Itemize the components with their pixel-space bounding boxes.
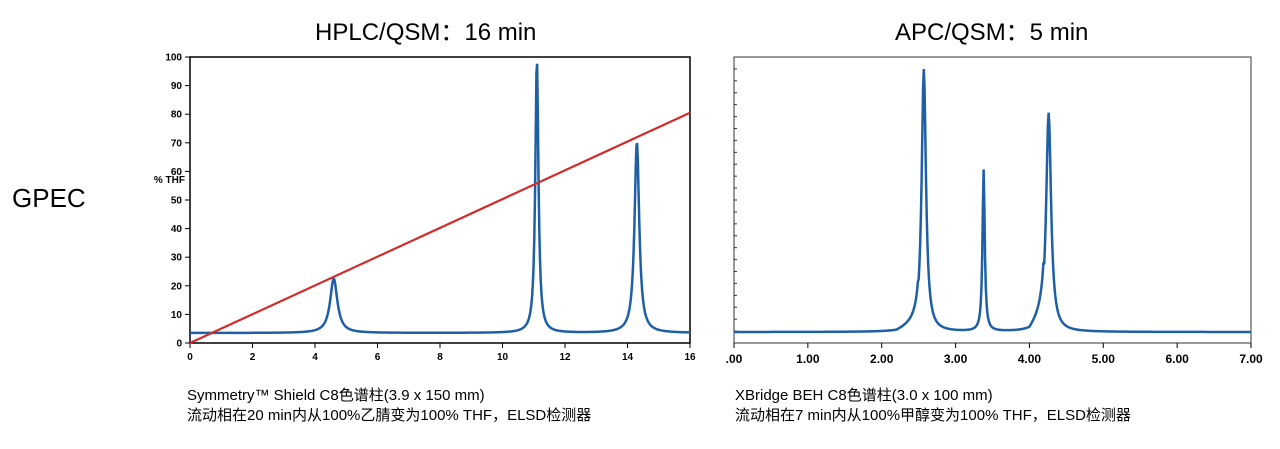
- x-tick-label: .00: [726, 352, 743, 366]
- y-tick-label: 20: [171, 281, 183, 292]
- left-caption-mobile-phase: 流动相在20 min内从100%乙腈变为100% THF，ELSD检测器: [187, 407, 592, 424]
- right-caption-column: XBridge BEH C8色谱柱(3.0 x 100 mm): [735, 387, 993, 404]
- x-tick-label: 7.00: [1239, 352, 1263, 366]
- y-tick-label: 80: [171, 110, 183, 121]
- x-tick-label: 6.00: [1165, 352, 1189, 366]
- x-tick-label: 1.00: [796, 352, 820, 366]
- right-chart-title: APC/QSM：5 min: [895, 19, 1089, 46]
- x-tick-label: 16: [684, 352, 696, 363]
- x-tick-label: 4.00: [1018, 352, 1042, 366]
- plot-frame: [189, 56, 691, 344]
- y-tick-label: 40: [171, 224, 183, 235]
- x-tick-label: 8: [437, 352, 443, 363]
- chromatogram-trace: [734, 68, 1251, 334]
- y-tick-label: 100: [165, 53, 182, 64]
- x-tick-label: 6: [375, 352, 381, 363]
- y-tick-label: 0: [176, 339, 182, 350]
- plot-frame: [733, 56, 1252, 344]
- y-axis-label: % THF: [154, 175, 185, 186]
- y-tick-label: 60: [171, 167, 183, 178]
- chromatogram-trace: [190, 63, 691, 335]
- y-tick-label: 30: [171, 253, 183, 264]
- left-caption-column: Symmetry™ Shield C8色谱柱(3.9 x 150 mm): [187, 387, 485, 404]
- x-tick-label: 2.00: [870, 352, 894, 366]
- y-tick-label: 10: [171, 310, 183, 321]
- right-chromatogram-chart: .00 1.00 2.00 3.00 4.00 5.00 6.00 7.00: [726, 56, 1263, 366]
- x-tick-label: 14: [622, 352, 634, 363]
- y-tick-label: 70: [171, 138, 183, 149]
- x-tick-label: 3.00: [944, 352, 968, 366]
- x-tick-label: 5.00: [1092, 352, 1116, 366]
- right-caption-mobile-phase: 流动相在7 min内从100%甲醇变为100% THF，ELSD检测器: [735, 407, 1131, 424]
- x-tick-label: 12: [559, 352, 571, 363]
- x-tick-label: 10: [497, 352, 509, 363]
- x-tick-label: 2: [250, 352, 256, 363]
- right-caption: XBridge BEH C8色谱柱(3.0 x 100 mm) 流动相在7 mi…: [735, 386, 1131, 426]
- x-tick-label: 0: [187, 352, 193, 363]
- x-tick-label: 4: [312, 352, 318, 363]
- y-tick-label: 50: [171, 196, 183, 207]
- y-tick-label: 90: [171, 81, 183, 92]
- gradient-line: [189, 111, 691, 344]
- left-caption: Symmetry™ Shield C8色谱柱(3.9 x 150 mm) 流动相…: [187, 386, 591, 426]
- left-chart-title: HPLC/QSM：16 min: [315, 19, 537, 46]
- row-label: GPEC: [12, 183, 86, 213]
- left-chromatogram-chart: 0 10 20 30 40 50 60 70 80 90 100 0 2 4 6 8 10 12 14 16 % THF: [154, 53, 696, 364]
